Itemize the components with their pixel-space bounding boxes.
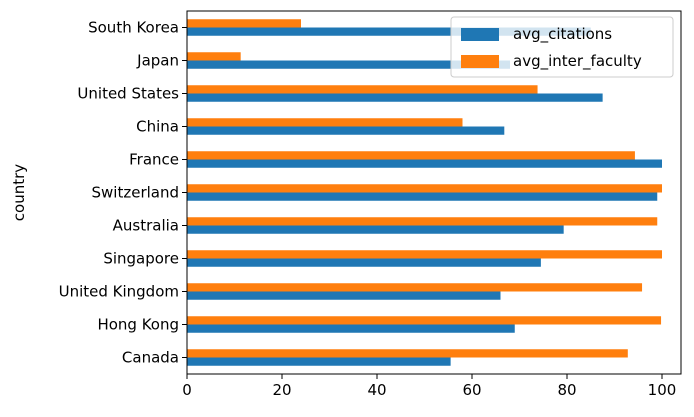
bar-avg_inter_faculty-japan [187, 52, 241, 61]
bars [187, 19, 662, 366]
y-tick-label: Hong Kong [97, 316, 179, 334]
bar-avg_citations-france [187, 159, 662, 168]
bar-avg_inter_faculty-hong-kong [187, 316, 662, 325]
y-tick-label: South Korea [88, 19, 179, 37]
y-tick-label: Canada [122, 349, 179, 367]
y-tick-label: Australia [113, 217, 179, 235]
y-tick-label: United Kingdom [59, 283, 179, 301]
x-tick-label: 60 [462, 381, 481, 399]
bar-avg_citations-hong-kong [187, 324, 515, 333]
plot-frame [186, 10, 682, 375]
bar-avg_inter_faculty-australia [187, 217, 658, 226]
bar-avg_inter_faculty-switzerland [187, 184, 662, 193]
legend-label-avg_inter_faculty: avg_inter_faculty [513, 52, 642, 71]
legend-label-avg_citations: avg_citations [513, 25, 612, 44]
bar-avg_inter_faculty-france [187, 151, 635, 160]
ticks: Canada Hong Kong United Kingdom Singapore Au… [59, 19, 677, 400]
x-tick-label: 40 [367, 381, 386, 399]
y-tick-label: China [136, 118, 179, 136]
y-tick-label: Japan [136, 52, 179, 70]
bar-avg_citations-singapore [187, 258, 541, 267]
bar-avg_citations-united-kingdom [187, 291, 501, 300]
legend-swatch-avg_inter_faculty [461, 55, 499, 68]
x-tick-label: 20 [272, 381, 291, 399]
x-tick-label: 0 [182, 381, 192, 399]
bar-avg_inter_faculty-south-korea [187, 19, 301, 28]
y-axis-label: country [10, 164, 28, 221]
bar-avg_citations-canada [187, 357, 451, 366]
bar-avg_citations-switzerland [187, 192, 658, 201]
bar-avg_inter_faculty-canada [187, 349, 628, 358]
bar-avg_inter_faculty-singapore [187, 250, 662, 259]
legend-swatch-avg_citations [461, 28, 499, 41]
bar-avg_inter_faculty-united-states [187, 85, 538, 94]
legend-box [450, 16, 674, 78]
y-tick-label: Switzerland [92, 184, 180, 202]
bar-avg_citations-united-states [187, 93, 603, 102]
bar-avg_citations-south-korea [187, 27, 591, 36]
y-tick-label: Singapore [103, 250, 179, 268]
x-tick-label: 100 [648, 381, 677, 399]
bar-avg_inter_faculty-china [187, 118, 463, 127]
x-tick-label: 80 [557, 381, 576, 399]
y-tick-label: France [129, 151, 179, 169]
bar-avg_citations-australia [187, 225, 564, 234]
legend: avg_citations avg_inter_faculty [450, 16, 674, 78]
bar-avg_citations-china [187, 126, 505, 135]
bar-avg_inter_faculty-united-kingdom [187, 283, 643, 292]
bar-avg_citations-japan [187, 60, 510, 69]
y-tick-label: United States [77, 85, 179, 103]
